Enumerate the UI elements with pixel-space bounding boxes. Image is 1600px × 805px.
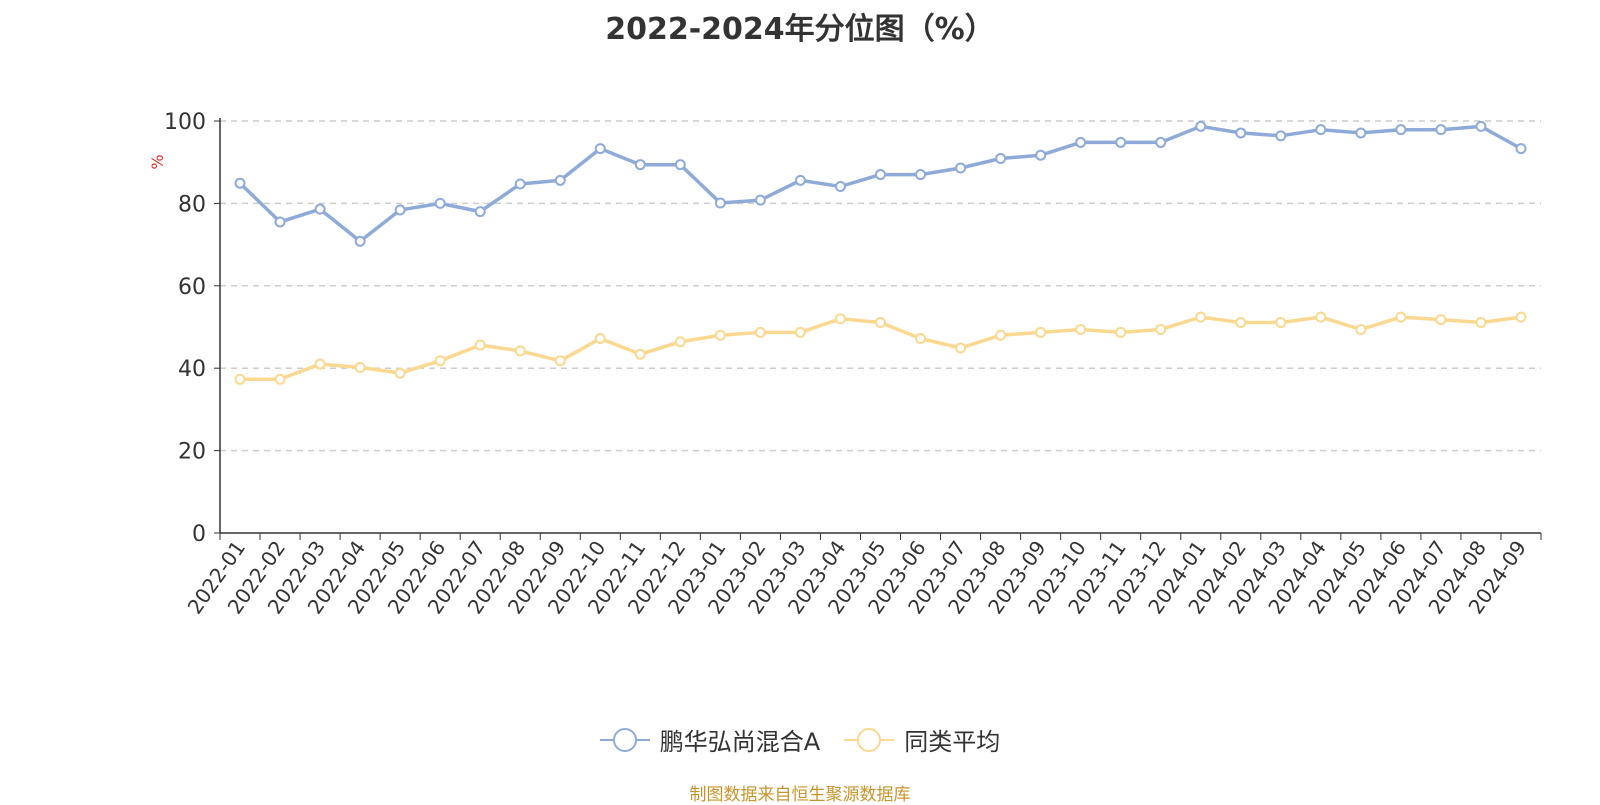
- data-point-0-2023-07: [955, 162, 967, 174]
- data-point-0-2022-06: [434, 197, 446, 209]
- data-point-0-2022-11: [634, 159, 646, 171]
- chart-title: 2022-2024年分位图（%）: [605, 12, 995, 47]
- line-chart: 020406080100%2022-012022-022022-032022-0…: [148, 110, 1542, 618]
- data-point-1-2023-09: [1035, 326, 1047, 338]
- data-point-1-2023-04: [834, 313, 846, 325]
- data-point-1-2024-02: [1235, 316, 1247, 328]
- data-point-0-2022-09: [554, 174, 566, 186]
- legend-label-fund: 鹏华弘尚混合A: [659, 728, 821, 756]
- y-tick-label-20: 20: [178, 440, 206, 465]
- data-point-0-2024-08: [1475, 120, 1487, 132]
- data-point-1-2022-10: [594, 333, 606, 345]
- data-point-0-2022-02: [274, 216, 286, 228]
- legend-item-average[interactable]: 同类平均: [844, 722, 1000, 757]
- data-point-0-2022-08: [514, 178, 526, 190]
- data-point-1-2023-11: [1115, 326, 1127, 338]
- series-line-0: [238, 124, 1522, 244]
- y-tick-label-0: 0: [192, 522, 206, 547]
- data-point-1-2023-05: [875, 316, 886, 328]
- legend-label-average: 同类平均: [904, 728, 1001, 756]
- y-tick-label-60: 60: [178, 275, 206, 300]
- data-point-1-2022-02: [274, 373, 286, 385]
- data-point-0-2022-12: [674, 159, 686, 171]
- data-point-0-2022-05: [394, 204, 406, 216]
- data-point-0-2023-09: [1035, 149, 1047, 161]
- data-point-1-2023-12: [1155, 323, 1167, 335]
- data-point-0-2023-05: [875, 169, 886, 181]
- data-point-0-2022-01: [234, 177, 246, 189]
- legend-item-fund[interactable]: 鹏华弘尚混合A: [599, 722, 821, 757]
- y-axis-unit: %: [148, 154, 167, 169]
- data-point-1-2023-10: [1075, 323, 1087, 335]
- data-point-1-2023-08: [995, 329, 1007, 341]
- data-point-0-2023-02: [754, 194, 766, 206]
- source-note: 制图数据来自恒生聚源数据库: [689, 785, 911, 805]
- data-point-1-2022-03: [314, 358, 326, 370]
- data-point-1-2022-12: [674, 336, 686, 348]
- data-point-1-2022-07: [474, 339, 486, 351]
- data-point-0-2023-10: [1075, 136, 1087, 148]
- data-point-0-2022-07: [474, 206, 486, 218]
- data-point-1-2022-05: [394, 367, 406, 379]
- data-point-1-2022-01: [234, 373, 246, 385]
- data-point-1-2024-04: [1315, 311, 1327, 323]
- axes: [214, 118, 1542, 540]
- data-point-0-2024-07: [1435, 124, 1447, 136]
- y-tick-label-100: 100: [164, 110, 206, 135]
- data-point-0-2024-09: [1515, 143, 1527, 155]
- data-point-0-2024-06: [1395, 124, 1407, 136]
- data-point-1-2023-01: [714, 329, 726, 341]
- data-point-1-2023-02: [754, 326, 766, 338]
- data-point-1-2024-07: [1435, 314, 1447, 326]
- data-point-0-2022-10: [594, 143, 606, 155]
- y-tick-label-80: 80: [178, 192, 206, 217]
- data-point-1-2022-09: [554, 355, 566, 367]
- data-point-1-2023-07: [955, 342, 967, 354]
- data-point-1-2024-03: [1275, 316, 1287, 328]
- data-point-1-2022-04: [354, 361, 366, 373]
- data-point-0-2022-03: [314, 203, 326, 215]
- data-point-1-2022-06: [434, 355, 446, 367]
- data-point-0-2023-11: [1115, 136, 1127, 148]
- data-point-0-2023-04: [834, 181, 846, 193]
- legend-marker-average: [844, 727, 895, 752]
- data-point-1-2024-08: [1475, 316, 1487, 328]
- data-point-0-2023-01: [714, 197, 726, 209]
- data-point-0-2023-08: [995, 152, 1007, 164]
- data-point-0-2024-03: [1275, 130, 1287, 142]
- data-point-0-2023-12: [1155, 136, 1167, 148]
- data-point-0-2022-04: [354, 235, 366, 247]
- data-point-1-2024-05: [1355, 323, 1367, 335]
- data-point-0-2024-04: [1315, 124, 1327, 136]
- legend-marker-fund: [599, 727, 650, 752]
- data-point-1-2024-01: [1195, 311, 1207, 323]
- data-point-1-2024-09: [1515, 311, 1527, 323]
- data-point-0-2024-01: [1195, 120, 1207, 132]
- data-point-0-2024-02: [1235, 127, 1247, 139]
- data-point-1-2022-11: [634, 348, 646, 360]
- data-point-0-2024-05: [1355, 127, 1367, 139]
- data-point-0-2023-03: [794, 174, 806, 186]
- legend: 鹏华弘尚混合A 同类平均: [0, 722, 1600, 757]
- data-point-1-2022-08: [514, 345, 526, 357]
- data-point-0-2023-06: [915, 169, 927, 181]
- data-point-1-2023-03: [794, 326, 806, 338]
- y-tick-label-40: 40: [178, 357, 206, 382]
- series-lines: [234, 120, 1527, 385]
- data-point-1-2024-06: [1395, 311, 1407, 323]
- data-point-1-2023-06: [915, 333, 927, 345]
